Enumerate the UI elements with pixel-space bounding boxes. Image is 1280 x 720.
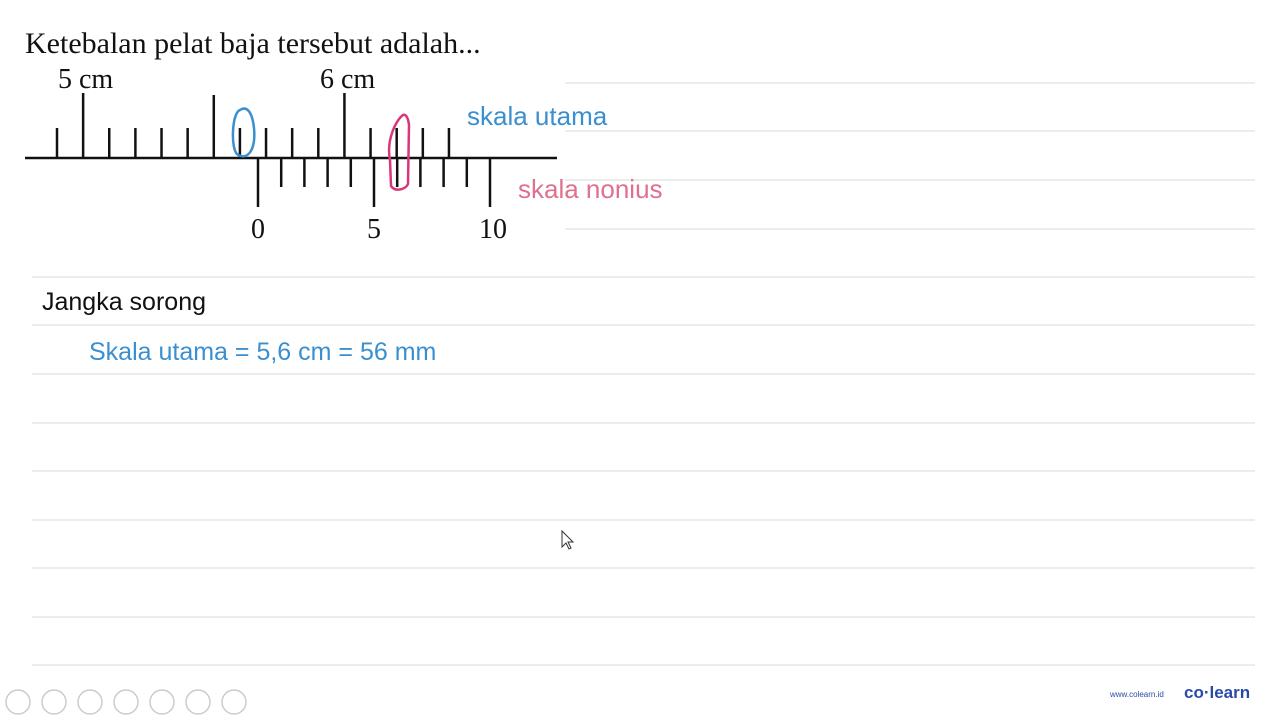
main-scale-label: skala utama <box>467 101 608 131</box>
vernier-label: 0 <box>251 214 265 245</box>
pink-circle <box>387 113 411 191</box>
cursor <box>561 529 575 550</box>
vernier-label: 5 <box>367 214 381 245</box>
website: www.colearn.id <box>1109 690 1164 699</box>
vernier-label: 10 <box>479 214 507 245</box>
toolbar-button[interactable] <box>113 689 139 715</box>
main-label: 5 cm <box>58 64 113 95</box>
vernier-scale-label: skala nonius <box>518 174 663 204</box>
toolbar-button[interactable] <box>221 689 247 715</box>
toolbar-button[interactable] <box>149 689 175 715</box>
toolbar-button[interactable] <box>185 689 211 715</box>
notes-heading: Jangka sorong <box>42 288 206 316</box>
toolbar-button[interactable] <box>41 689 67 715</box>
notes-line: Skala utama = 5,6 cm = 56 mm <box>89 338 436 366</box>
caliper <box>25 93 557 207</box>
ruled-lines <box>32 82 1255 666</box>
blue-circle <box>231 107 256 158</box>
brand: co·learn <box>1184 683 1250 702</box>
toolbar-button[interactable] <box>77 689 103 715</box>
toolbar-button[interactable] <box>5 689 31 715</box>
toolbar <box>5 689 247 715</box>
question: Ketebalan pelat baja tersebut adalah... <box>25 27 481 60</box>
main-label: 6 cm <box>320 64 375 95</box>
